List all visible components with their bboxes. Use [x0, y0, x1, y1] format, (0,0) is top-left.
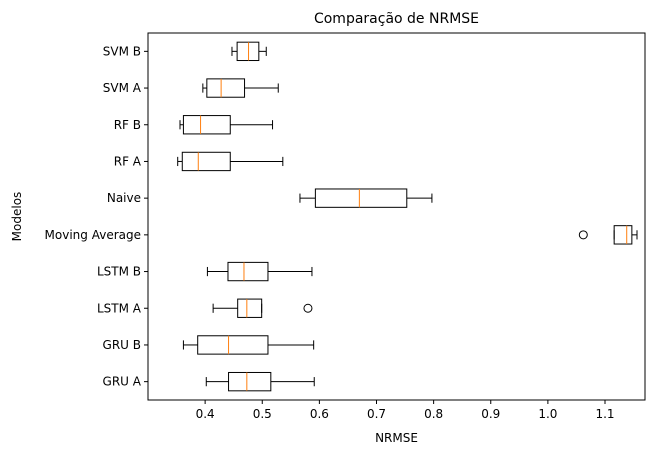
x-tick-label: 0.7: [367, 407, 386, 421]
y-axis-label: Modelos: [10, 192, 24, 242]
y-axis: SVM B SVM A RF B RF A Naive Moving Average LST…: [45, 44, 148, 389]
box: [236, 41, 260, 62]
y-tick-label: LSTM B: [97, 265, 141, 279]
y-tick-label: SVM B: [103, 44, 141, 58]
y-tick-label: RF B: [114, 118, 141, 132]
box-group: [205, 371, 315, 392]
box-group: [299, 188, 433, 208]
box-group: [231, 41, 267, 62]
x-tick-label: 0.5: [253, 407, 272, 421]
box: [182, 115, 231, 135]
y-tick-label: GRU B: [103, 338, 141, 352]
x-axis-label: NRMSE: [375, 431, 418, 445]
x-tick-label: 0.9: [481, 407, 500, 421]
box-group: [179, 115, 274, 135]
box-group: [578, 225, 638, 245]
box: [181, 151, 231, 172]
y-tick-label: RF A: [114, 154, 142, 168]
outlier-point: [303, 303, 313, 313]
plot-area: [177, 41, 638, 392]
x-tick-label: 1.0: [538, 407, 557, 421]
chart-title: Comparação de NRMSE: [314, 11, 479, 27]
box-group: [202, 78, 279, 98]
box: [227, 261, 269, 282]
plot-frame: [147, 32, 646, 401]
box-group: [212, 298, 313, 318]
box-group: [177, 151, 284, 172]
y-tick-label: Naive: [107, 191, 141, 205]
y-tick-label: SVM A: [103, 81, 142, 95]
box: [228, 371, 272, 392]
y-tick-label: LSTM A: [97, 301, 142, 315]
outlier-point: [578, 230, 588, 240]
box: [237, 298, 263, 318]
x-tick-label: 1.1: [595, 407, 614, 421]
x-tick-label: 0.6: [310, 407, 329, 421]
box: [613, 225, 633, 245]
y-tick-label: GRU A: [103, 375, 142, 389]
box: [197, 335, 269, 355]
box-group: [182, 335, 315, 355]
box: [314, 188, 408, 208]
x-axis: 0.4 0.5 0.6 0.7 0.8 0.9 1.0 1.1: [196, 400, 615, 421]
y-tick-label: Moving Average: [45, 228, 141, 242]
box: [206, 78, 246, 98]
x-tick-label: 0.4: [196, 407, 215, 421]
x-tick-label: 0.8: [424, 407, 443, 421]
box-group: [206, 261, 313, 282]
